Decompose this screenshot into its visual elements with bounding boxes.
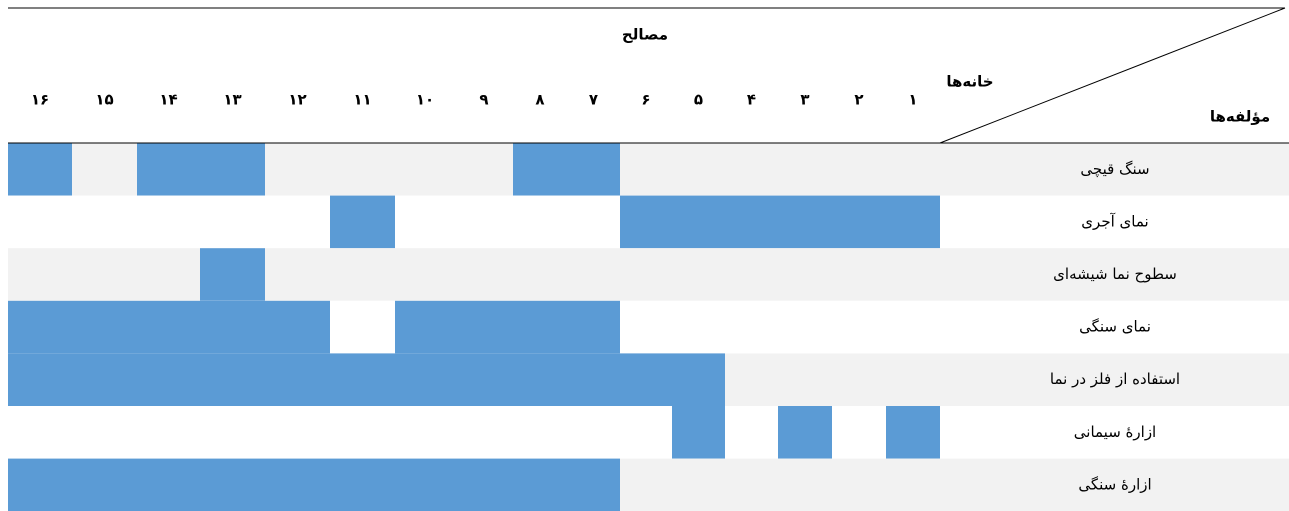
cell (137, 300, 200, 354)
column-label: ۴ (747, 91, 756, 109)
cell (200, 300, 265, 354)
column-axis-label: خانه‌ها (946, 73, 993, 91)
cell (672, 195, 725, 249)
cell (567, 143, 620, 196)
column-label: ۷ (589, 91, 598, 109)
cell (330, 353, 395, 406)
cell (137, 143, 200, 196)
cell (778, 406, 832, 459)
cell (395, 458, 455, 511)
group-header: مصالح (622, 26, 668, 44)
cell (330, 458, 395, 511)
cell (513, 300, 567, 354)
cell (513, 143, 567, 196)
cell (200, 143, 265, 196)
cell (455, 353, 513, 406)
cell (8, 300, 72, 354)
row-label: استفاده از فلز در نما (1050, 370, 1180, 388)
column-label: ۶ (641, 91, 650, 109)
cell (265, 353, 330, 406)
cell (8, 143, 72, 196)
cell (455, 300, 513, 354)
column-label: ۱۱ (353, 91, 371, 109)
column-label: ۱۶ (31, 91, 49, 109)
cell (725, 195, 778, 249)
cell (778, 195, 832, 249)
cell (886, 195, 940, 249)
cell (886, 406, 940, 459)
cell (395, 300, 455, 354)
column-label: ۱۳ (223, 91, 241, 109)
cell (8, 458, 72, 511)
row-label: ازارهٔ سنگی (1078, 475, 1151, 493)
cell (200, 458, 265, 511)
cell (567, 300, 620, 354)
table-body: سنگ قیچی نمای آجری سطوح نما شیشه‌ای نمای سن… (8, 143, 1289, 511)
cell (72, 353, 137, 406)
cell (137, 458, 200, 511)
cell (513, 353, 567, 406)
cell (72, 458, 137, 511)
cell (672, 353, 725, 406)
cell (567, 458, 620, 511)
column-label: ۱۰ (416, 91, 434, 109)
cell (620, 353, 672, 406)
cell (513, 458, 567, 511)
column-label: ۱۲ (288, 91, 306, 109)
column-label: ۲ (854, 91, 863, 109)
cell (395, 353, 455, 406)
column-label: ۳ (800, 91, 809, 109)
cell (72, 300, 137, 354)
cell (200, 248, 265, 301)
column-label: ۱۵ (95, 91, 113, 109)
row-label: نمای آجری (1081, 212, 1148, 230)
cell (455, 458, 513, 511)
cell (672, 406, 725, 459)
cell (200, 353, 265, 406)
row-background (8, 406, 1289, 459)
column-label: ۱۴ (159, 91, 177, 109)
cell (8, 353, 72, 406)
column-label: ۵ (694, 91, 703, 109)
row-axis-label: مؤلفه‌ها (1210, 108, 1270, 126)
diagonal (939, 7, 1286, 144)
row-label: ازارهٔ سیمانی (1074, 423, 1156, 441)
cell (265, 458, 330, 511)
column-label: ۸ (535, 91, 544, 109)
row-label: نمای سنگی (1079, 318, 1151, 336)
cell (330, 195, 395, 249)
cell (620, 195, 672, 249)
cell (832, 195, 886, 249)
column-label: ۹ (479, 91, 488, 109)
cell (265, 300, 330, 354)
cell (567, 353, 620, 406)
column-label: ۱ (908, 91, 917, 109)
cell (137, 353, 200, 406)
row-label: سطوح نما شیشه‌ای (1053, 265, 1177, 283)
row-label: سنگ قیچی (1080, 160, 1149, 178)
